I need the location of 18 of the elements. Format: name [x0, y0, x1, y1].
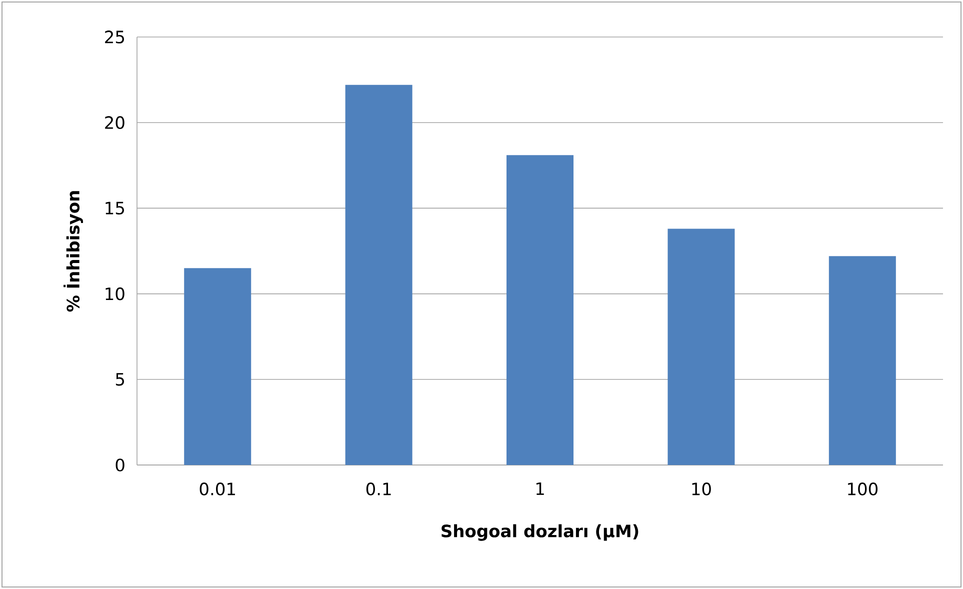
- x-tick-label: 100: [848, 482, 878, 496]
- x-tick-label: 0.01: [200, 482, 235, 496]
- y-tick-label: 20: [105, 116, 124, 130]
- bar: [506, 155, 574, 465]
- y-axis-title: % İnhibisyon: [64, 191, 83, 312]
- y-tick-label: 0: [116, 458, 124, 472]
- y-tick-label: 15: [106, 202, 124, 215]
- y-tick-label: 10: [106, 287, 124, 300]
- y-tick-label: 25: [105, 30, 124, 44]
- x-tick-label: 10: [692, 482, 711, 496]
- x-axis-title: Shogoal dozları (µM): [442, 524, 638, 541]
- bar: [668, 228, 735, 465]
- bar: [828, 256, 896, 465]
- x-tick-label: 0.1: [366, 482, 391, 496]
- bar: [345, 84, 412, 465]
- y-tick-label: 5: [116, 373, 124, 386]
- x-tick-label: 1: [536, 482, 544, 495]
- bar: [184, 268, 252, 465]
